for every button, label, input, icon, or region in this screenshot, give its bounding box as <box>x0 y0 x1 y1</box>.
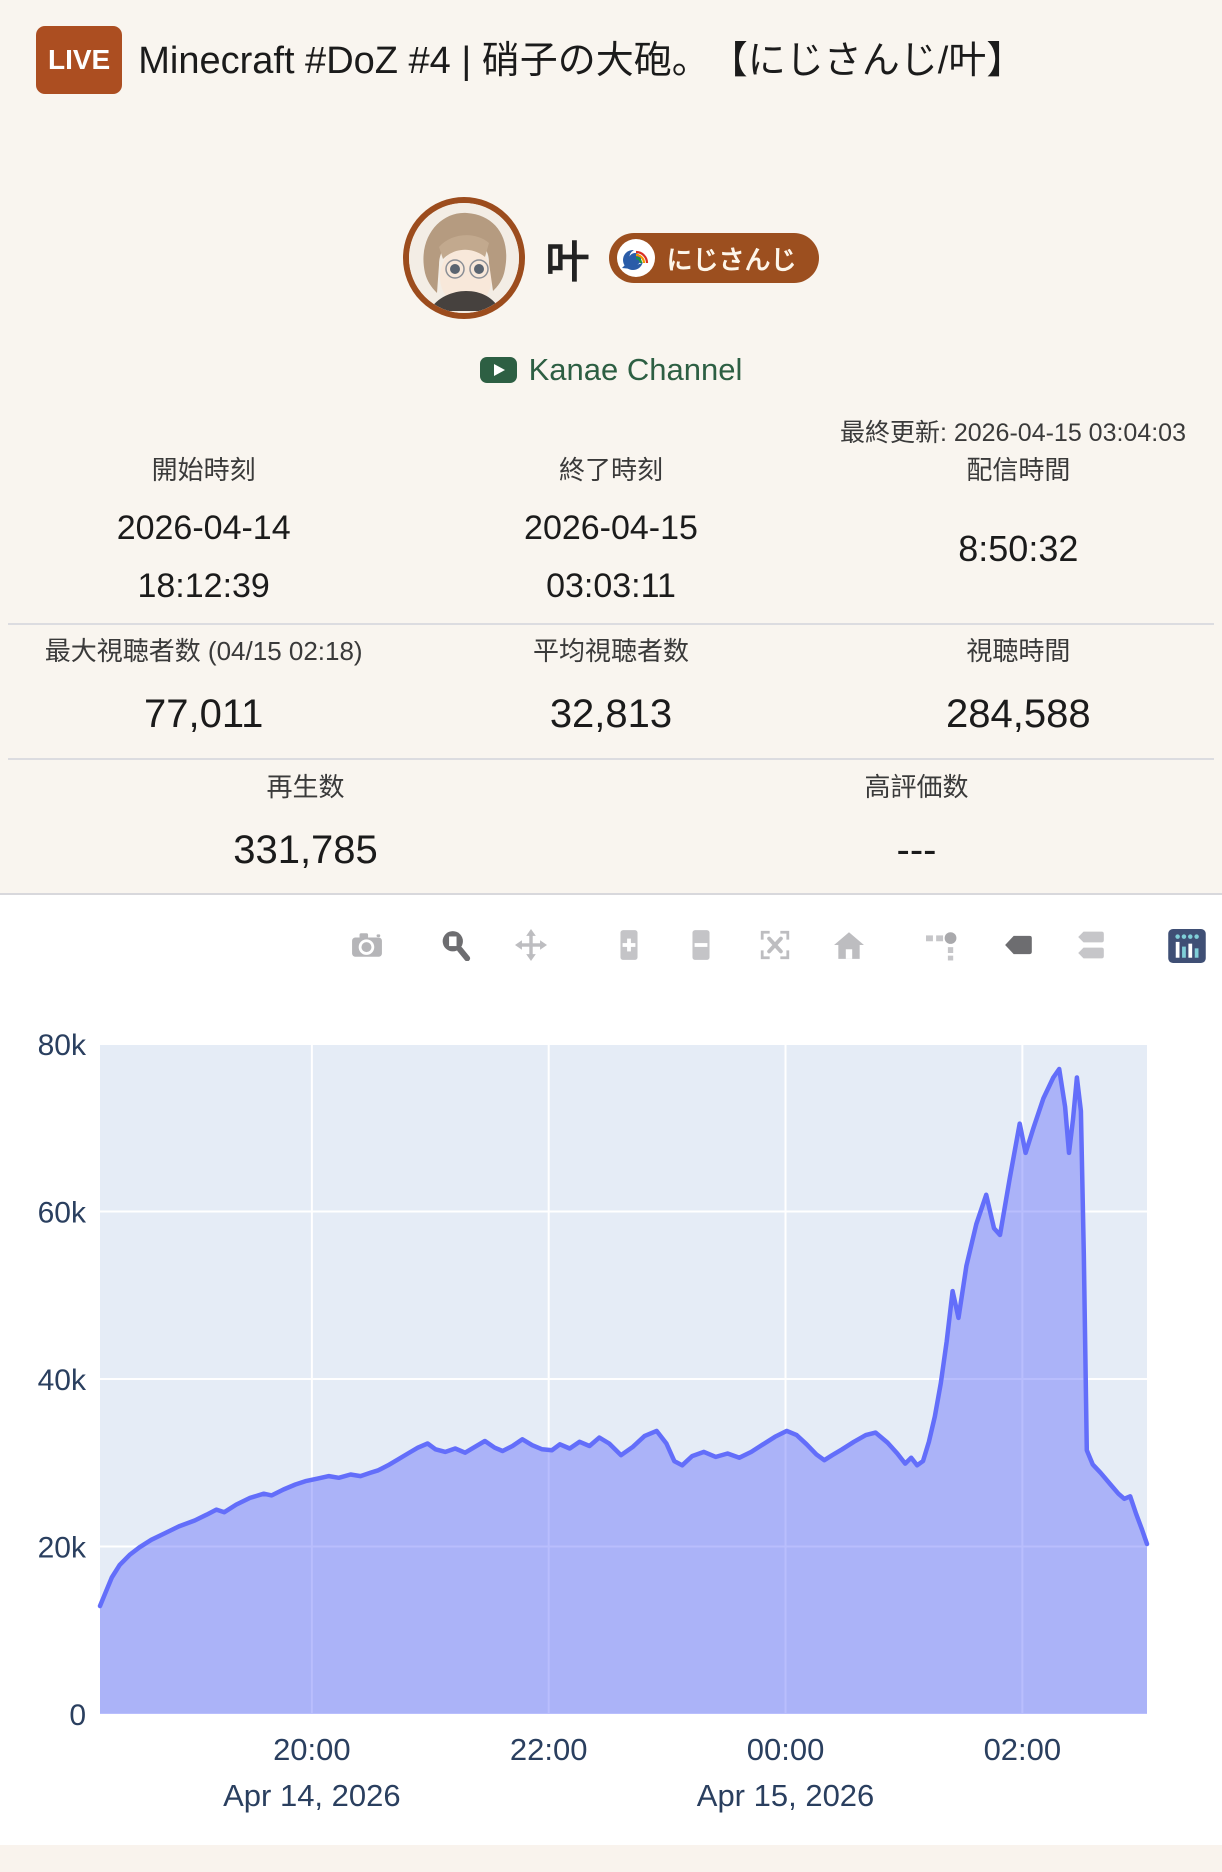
nijisanji-logo-icon <box>616 238 656 278</box>
stat-value: 2026-04-14 18:12:39 <box>116 509 291 605</box>
stats-row-viewers: 最大視聴者数 (04/15 02:18) 77,011 平均視聴者数 32,81… <box>0 636 1222 738</box>
spikelines-icon[interactable] <box>924 929 960 961</box>
channel-link[interactable]: Kanae Channel <box>528 352 743 387</box>
autoscale-icon[interactable] <box>757 929 793 961</box>
org-badge-label: にじさんじ <box>666 244 797 275</box>
hover-closest-icon[interactable] <box>1001 929 1037 961</box>
x-tick-label: 00:00 <box>747 1732 825 1767</box>
stat-value: 331,785 <box>233 828 378 872</box>
x-date-label: Apr 14, 2026 <box>223 1778 401 1813</box>
stat-label: 配信時間 <box>966 455 1071 485</box>
page-background-strip <box>0 1845 1222 1872</box>
y-tick-label: 60k <box>38 1197 87 1230</box>
stat-value: 32,813 <box>549 692 673 736</box>
stat-label: 平均視聴者数 <box>532 636 689 666</box>
zoom-in-icon[interactable] <box>611 929 647 961</box>
last-updated-text: 最終更新: 2026-04-15 03:04:03 <box>839 419 1186 447</box>
org-badge[interactable]: にじさんじ <box>609 233 819 283</box>
stat-end-time: 終了時刻 2026-04-15 03:03:11 <box>407 455 814 615</box>
viewer-count-chart[interactable]: 0 20k 40k 60k 80k 20:00 22:00 00:00 02:00 Apr 14,… <box>0 1002 1222 1840</box>
live-badge: LIVE <box>36 26 123 94</box>
x-date-label: Apr 15, 2026 <box>697 1778 875 1813</box>
avatar-illustration <box>409 203 520 313</box>
stat-start-time: 開始時刻 2026-04-14 18:12:39 <box>0 455 407 615</box>
stat-value: 8:50:32 <box>958 528 1079 569</box>
plotly-logo-icon[interactable] <box>1168 929 1206 963</box>
stat-value: 2026-04-15 03:03:11 <box>524 509 698 605</box>
stat-play-count: 再生数 331,785 <box>0 772 611 874</box>
plotly-modebar <box>0 895 1222 985</box>
stat-max-viewers: 最大視聴者数 (04/15 02:18) 77,011 <box>0 636 407 738</box>
streamer-name: 叶 <box>545 238 590 287</box>
stat-like-count: 高評価数 --- <box>611 772 1222 874</box>
zoom-icon[interactable] <box>438 929 474 962</box>
y-tick-label: 40k <box>38 1364 87 1397</box>
stat-value: --- <box>896 828 937 872</box>
stream-title-text: Minecraft #DoZ #4 | 硝子の大砲。 【にじさんじ/叶】 <box>138 40 1025 82</box>
stat-label: 終了時刻 <box>558 455 663 485</box>
channel-row: Kanae Channel <box>0 352 1222 388</box>
viewer-area-fill <box>100 1069 1147 1714</box>
zoom-out-icon[interactable] <box>683 929 719 961</box>
stat-label: 視聴時間 <box>966 636 1071 666</box>
stat-label: 再生数 <box>266 772 345 802</box>
stats-row-times: 開始時刻 2026-04-14 18:12:39 終了時刻 2026-04-15… <box>0 455 1222 615</box>
x-tick-label: 22:00 <box>510 1732 588 1767</box>
stat-value: 77,011 <box>143 692 264 736</box>
x-tick-label: 20:00 <box>273 1732 351 1767</box>
hover-compare-icon[interactable] <box>1073 929 1109 961</box>
camera-icon[interactable] <box>349 929 385 961</box>
stat-label: 高評価数 <box>864 772 969 802</box>
viewer-line <box>97 1066 1150 1609</box>
viewer-count-area-chart[interactable]: 0 20k 40k 60k 80k 20:00 22:00 00:00 02:00 Apr 14,… <box>0 1002 1222 1840</box>
stat-value: 284,588 <box>946 692 1091 736</box>
stat-avg-viewers: 平均視聴者数 32,813 <box>407 636 814 738</box>
streamer-avatar[interactable] <box>403 197 526 319</box>
stat-duration: 配信時間 8:50:32 <box>815 455 1222 615</box>
stream-summary-section: LIVE Minecraft #DoZ #4 | 硝子の大砲。 【にじさんじ/叶】… <box>0 0 1222 893</box>
stats-row-plays: 再生数 331,785 高評価数 --- <box>0 772 1222 874</box>
stat-watch-time: 視聴時間 284,588 <box>815 636 1222 738</box>
viewer-chart-card: 0 20k 40k 60k 80k 20:00 22:00 00:00 02:00 Apr 14,… <box>0 893 1222 1845</box>
reset-axes-home-icon[interactable] <box>831 929 867 961</box>
stat-label: 開始時刻 <box>151 455 256 485</box>
stream-title: LIVE Minecraft #DoZ #4 | 硝子の大砲。 【にじさんじ/叶】 <box>36 26 1192 98</box>
y-tick-label: 20k <box>38 1532 87 1565</box>
divider <box>8 758 1214 760</box>
stat-label: 最大視聴者数 (04/15 02:18) <box>44 636 363 666</box>
pan-icon[interactable] <box>513 929 549 961</box>
y-tick-label: 80k <box>38 1029 87 1062</box>
x-tick-label: 02:00 <box>984 1732 1062 1767</box>
streamer-row: 叶 にじさんじ <box>0 197 1222 319</box>
y-tick-label: 0 <box>69 1699 86 1732</box>
divider <box>8 623 1214 625</box>
youtube-icon <box>479 357 517 383</box>
